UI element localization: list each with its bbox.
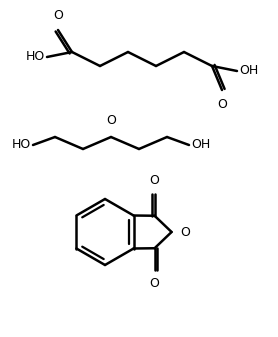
- Text: OH: OH: [191, 139, 210, 152]
- Text: O: O: [217, 98, 227, 111]
- Text: O: O: [150, 174, 160, 187]
- Text: HO: HO: [12, 139, 31, 152]
- Text: O: O: [150, 277, 160, 290]
- Text: O: O: [53, 9, 63, 22]
- Text: HO: HO: [26, 51, 45, 63]
- Text: O: O: [106, 114, 116, 127]
- Text: O: O: [181, 225, 190, 239]
- Text: OH: OH: [239, 64, 258, 78]
